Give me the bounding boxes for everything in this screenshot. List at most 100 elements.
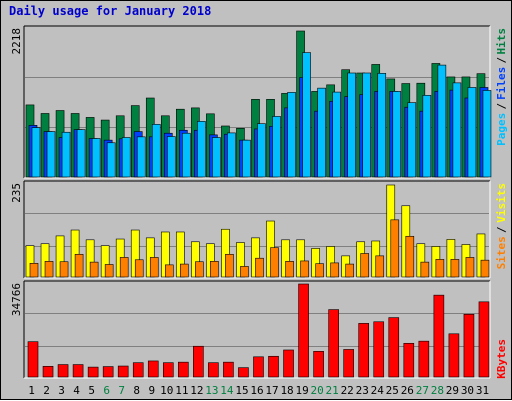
sites-bar [465, 257, 475, 278]
pages-bar [31, 127, 41, 178]
pages-bar [76, 129, 86, 178]
pages-bar [121, 137, 131, 178]
legend-files: Files [495, 67, 508, 100]
sites-bar [450, 259, 460, 278]
sites-bar [180, 263, 189, 278]
pages-bar [482, 90, 492, 178]
kbytes-bar [238, 367, 249, 378]
legend-kbytes: KBytes [495, 339, 508, 379]
kbytes-bar [463, 313, 475, 378]
kbytes-bar [132, 362, 144, 378]
kbytes-bar [178, 361, 189, 378]
legend-sites: Sites [495, 236, 508, 269]
sites-bar [375, 255, 385, 278]
kbytes-bar [418, 340, 430, 378]
day-label: 10 [160, 384, 173, 397]
day-label: 1 [28, 384, 35, 397]
day-label: 16 [250, 384, 263, 397]
sites-bar [435, 259, 445, 278]
kbytes-bar [403, 342, 415, 378]
kbytes-bar [373, 321, 385, 378]
pages-bar [467, 87, 477, 178]
sites-bar [104, 264, 114, 278]
pages-bar [377, 73, 387, 178]
day-label: 28 [431, 384, 444, 397]
kbytes-bar [162, 362, 174, 378]
pages-bar [332, 91, 341, 178]
kbytes-bar [208, 362, 219, 378]
sites-bar [285, 261, 294, 278]
kbytes-bar [57, 364, 69, 378]
pages-bar [242, 139, 251, 178]
pages-bar [91, 138, 101, 178]
day-label: 8 [133, 384, 140, 397]
kbytes-bar [27, 341, 39, 378]
sites-bar [29, 262, 39, 278]
pages-bar [166, 136, 176, 178]
day-label: 18 [280, 384, 293, 397]
kbytes-bar [147, 360, 159, 378]
pages-bar [452, 82, 462, 178]
sites-bar [89, 261, 99, 278]
day-label: 5 [88, 384, 95, 397]
pages-bar [106, 142, 116, 178]
sites-bar [240, 266, 249, 278]
pages-bar [61, 131, 71, 178]
day-label: 2 [43, 384, 50, 397]
kbytes-bar [433, 294, 445, 378]
pages-bar [182, 132, 191, 178]
day-label: 3 [58, 384, 65, 397]
sites-bar [420, 261, 430, 278]
pages-bar [317, 87, 326, 178]
day-label: 23 [356, 384, 369, 397]
day-label: 9 [148, 384, 155, 397]
pages-bar [257, 123, 266, 178]
day-label: 19 [295, 384, 308, 397]
kbytes-bar [328, 309, 339, 378]
pages-bar [407, 102, 417, 178]
sites-bar [149, 257, 159, 278]
day-label: 7 [118, 384, 125, 397]
kbytes-bar [42, 365, 54, 378]
pages-bar [272, 116, 281, 178]
day-label: 12 [190, 384, 203, 397]
kbytes-bar [253, 356, 264, 378]
sites-bar [255, 257, 264, 278]
day-label: 25 [386, 384, 399, 397]
legend-hits: Hits [495, 28, 508, 55]
day-label: 6 [103, 384, 110, 397]
day-label: 22 [341, 384, 354, 397]
bottom-max-label: 34766 [10, 283, 23, 316]
kbytes-bar [193, 345, 204, 378]
sites-bar [195, 261, 204, 278]
kbytes-bar [87, 366, 99, 378]
day-label: 24 [371, 384, 385, 397]
pages-bar [136, 136, 146, 178]
legend-separator: / [495, 57, 508, 64]
pages-bar [302, 52, 311, 178]
chart-title: Daily usage for January 2018 [9, 4, 212, 18]
day-label: 4 [73, 384, 80, 397]
sites-bar [164, 264, 174, 278]
middle-max-label: 235 [10, 183, 23, 203]
kbytes-bar [117, 365, 129, 378]
sites-bar [270, 247, 279, 278]
kbytes-bar [298, 283, 309, 378]
pages-bar [422, 95, 432, 178]
sites-bar [74, 253, 84, 278]
pages-bar [197, 121, 206, 178]
day-label: 17 [265, 384, 278, 397]
kbytes-bar [283, 349, 294, 378]
sites-bar [405, 235, 415, 278]
day-label: 14 [220, 384, 234, 397]
pages-bar [392, 91, 402, 178]
kbytes-bar [313, 351, 324, 378]
day-label: 15 [235, 384, 248, 397]
pages-bar [212, 137, 221, 178]
kbytes-bar [478, 301, 490, 378]
day-label: 26 [401, 384, 414, 397]
sites-bar [360, 253, 370, 278]
day-label: 27 [416, 384, 429, 397]
legend-separator: / [495, 226, 508, 233]
